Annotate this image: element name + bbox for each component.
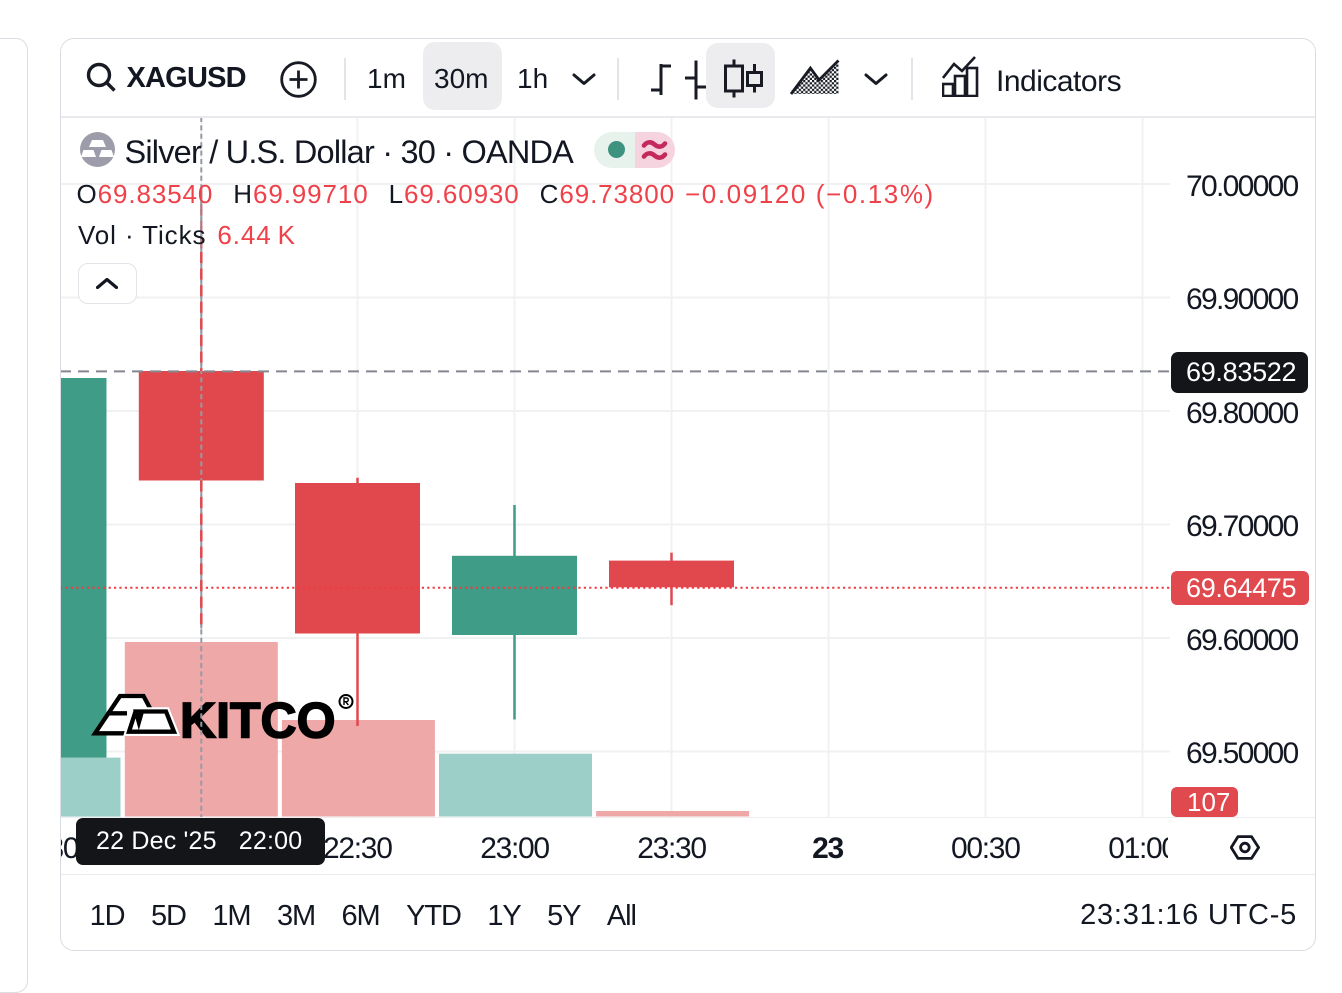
svg-text:KITCO: KITCO: [180, 692, 336, 748]
